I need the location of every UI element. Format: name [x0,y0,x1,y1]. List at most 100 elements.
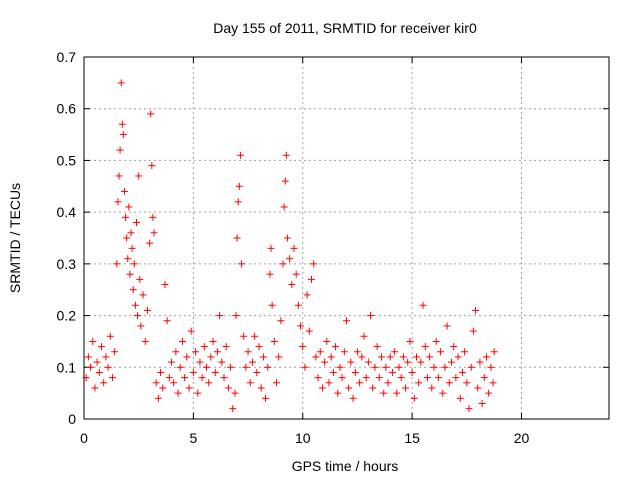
data-point [397,374,405,382]
data-point [478,399,486,407]
data-point [463,379,471,387]
data-point [119,131,127,139]
data-point [283,234,291,242]
data-point [268,301,276,309]
data-point [246,379,254,387]
data-point [143,306,151,314]
data-point [157,368,165,376]
data-point [353,348,361,356]
data-point [108,374,116,382]
data-point [358,353,366,361]
data-point [487,363,495,371]
data-point [91,384,99,392]
data-point [115,172,123,180]
data-point [476,358,484,366]
data-point [364,358,372,366]
data-point [395,363,403,371]
x-tick-label: 5 [189,430,197,446]
data-points [82,79,498,413]
data-point [362,374,370,382]
data-point [421,343,429,351]
data-point [439,389,447,397]
data-point [280,203,288,211]
data-point [240,332,248,340]
plot-frame [83,56,610,420]
y-tick-label: 0.4 [57,204,77,220]
data-point [386,353,394,361]
y-tick-label: 0.3 [57,256,77,272]
data-point [128,244,136,252]
data-point [192,348,200,356]
data-point [133,218,140,226]
data-point [257,384,265,392]
data-point [264,363,272,371]
data-point [127,229,135,237]
data-point [98,343,105,351]
data-point [104,363,112,371]
data-point [279,260,287,268]
data-point [288,281,296,289]
data-point [483,353,490,361]
data-point [117,79,125,87]
data-point [489,379,497,387]
data-point [490,348,498,356]
data-point [147,110,155,118]
data-point [485,389,493,397]
data-point [290,244,298,252]
data-point [428,384,436,392]
data-point [194,389,202,397]
data-point [242,363,250,371]
data-point [253,368,261,376]
data-point [277,317,285,325]
data-point [216,312,224,320]
data-point [152,379,160,387]
data-point [234,198,242,206]
data-point [445,379,453,387]
data-point [89,337,97,345]
data-point [161,281,169,289]
data-point [200,343,208,351]
data-point [178,337,186,345]
x-tick-label: 15 [404,430,420,446]
data-point [251,332,259,340]
gridlines [84,57,609,419]
data-point [139,291,147,299]
data-point [292,270,300,278]
data-point [303,291,311,299]
data-point [125,203,133,211]
data-point [474,384,482,392]
data-point [423,374,431,382]
data-point [106,332,114,340]
data-point [430,363,438,371]
data-point [150,229,158,237]
data-point [402,384,410,392]
data-point [419,301,427,309]
data-point [227,363,235,371]
x-tick-label: 20 [514,430,530,446]
data-point [382,363,390,371]
data-point [220,374,228,382]
x-tick-label: 10 [295,430,311,446]
data-point [124,255,132,263]
data-point [102,353,110,361]
data-point [343,317,350,325]
data-point [183,353,191,361]
data-point [332,343,340,351]
data-point [408,368,416,376]
data-point [281,177,289,185]
data-point [213,348,221,356]
data-point [347,358,355,366]
data-point [116,146,124,154]
data-point [410,394,418,402]
data-point [321,358,329,366]
data-point [308,275,315,283]
data-point [176,363,184,371]
data-point [375,374,383,382]
data-point [163,317,171,325]
data-point [248,358,256,366]
chart-title: Day 155 of 2011, SRMTID for receiver kir… [213,20,477,36]
data-point [235,182,243,190]
data-point [218,358,226,366]
y-tick-label: 0 [68,411,76,427]
